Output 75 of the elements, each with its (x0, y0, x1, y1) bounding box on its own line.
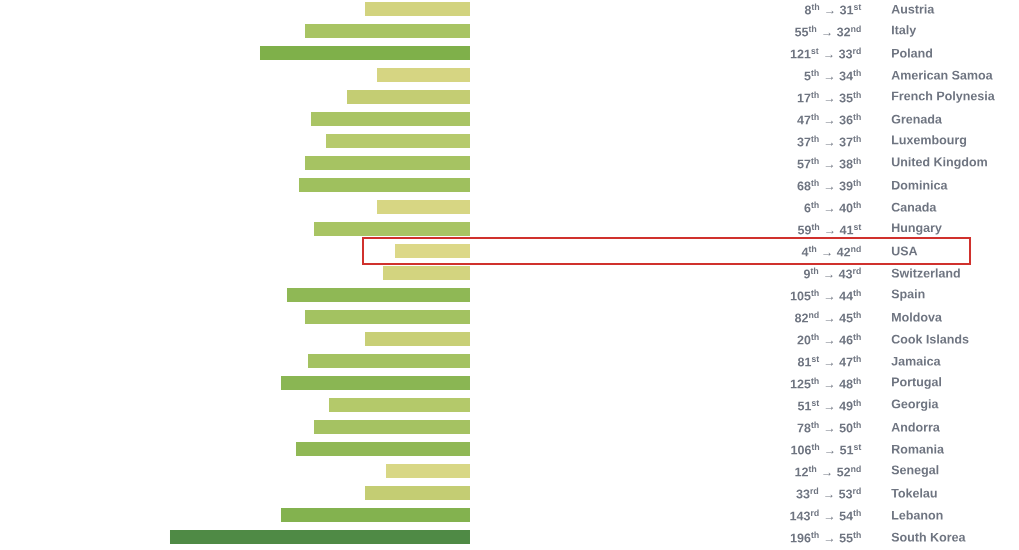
text: 57$^{th}$ → 38$^{th}$ (797, 157, 861, 169)
bar (170, 529, 470, 545)
text: 125$^{th}$ → 48$^{th}$ (790, 377, 861, 389)
text: 5$^{th}$ → 34$^{th}$ (804, 69, 861, 81)
bar (314, 221, 470, 237)
y-tick-label: Spain (891, 289, 925, 301)
bar (259, 45, 470, 61)
y-tick-label: Georgia (891, 399, 939, 411)
bar (383, 265, 470, 281)
bar (386, 463, 470, 479)
y-tick-label: Senegal (891, 465, 939, 477)
y-tick-label: American Samoa (891, 70, 993, 80)
y-tick-label: Tokelau (891, 488, 937, 498)
y-tick-label: Hungary (892, 223, 942, 235)
text: 143$^{rd}$ → 54$^{th}$ (790, 509, 861, 521)
text: 33$^{rd}$ → 53$^{rd}$ (796, 487, 861, 499)
bar (304, 23, 470, 39)
bar (304, 155, 470, 171)
y-tick-label: Dominica (892, 180, 948, 190)
text: 121$^{st}$ → 33$^{rd}$ (790, 47, 861, 59)
y-tick-label: Portugal (892, 377, 942, 389)
y-tick-label: Luxembourg (892, 135, 967, 147)
text: 6$^{th}$ → 40$^{th}$ (804, 201, 861, 213)
text: 47$^{th}$ → 36$^{th}$ (797, 113, 861, 125)
y-tick-label: USA (891, 246, 918, 256)
bar (299, 177, 470, 193)
y-tick-label: Italy (892, 25, 917, 37)
bar (365, 1, 470, 17)
text: 59$^{th}$ → 41$^{st}$ (797, 223, 862, 235)
bar (377, 67, 470, 83)
bar (296, 441, 470, 457)
text: 81$^{st}$ → 47$^{th}$ (797, 355, 861, 367)
y-tick-label: French Polynesia (892, 91, 995, 103)
text: 55$^{th}$ → 32$^{nd}$ (794, 25, 861, 37)
y-tick-label: United Kingdom (891, 157, 987, 169)
text: 17$^{th}$ → 35$^{th}$ (797, 91, 861, 103)
bar (310, 111, 470, 127)
y-tick-label: Switzerland (891, 268, 960, 278)
text: 196$^{th}$ → 55$^{th}$ (790, 531, 861, 543)
text: 12$^{th}$ → 52$^{nd}$ (795, 465, 861, 477)
bar (346, 89, 470, 105)
y-tick-label: Moldova (892, 312, 942, 322)
bar (286, 287, 470, 303)
bar (365, 331, 470, 347)
y-tick-label: Andorra (891, 422, 940, 432)
bar (377, 199, 470, 215)
y-tick-label: Canada (891, 202, 937, 212)
text: 20$^{th}$ → 46$^{th}$ (797, 333, 861, 345)
bar (280, 507, 470, 523)
text: 9$^{th}$ → 43$^{rd}$ (803, 267, 861, 279)
bar (314, 419, 470, 435)
y-tick-label: Grenada (891, 114, 942, 124)
y-tick-label: Lebanon (892, 510, 943, 520)
y-tick-label: Romania (892, 444, 945, 454)
bar (307, 353, 470, 369)
text: 37$^{th}$ → 37$^{th}$ (797, 135, 861, 147)
y-tick-label: South Korea (891, 532, 966, 542)
bar (325, 133, 470, 149)
text: 105$^{th}$ → 44$^{th}$ (790, 289, 861, 301)
y-tick-label: Jamaica (891, 356, 941, 366)
bar (394, 243, 470, 259)
y-tick-label: Cook Islands (891, 334, 969, 344)
text: 68$^{th}$ → 39$^{th}$ (797, 179, 861, 191)
text: 82$^{nd}$ → 45$^{th}$ (794, 311, 861, 323)
y-tick-label: Austria (891, 4, 935, 14)
text: 51$^{st}$ → 49$^{th}$ (797, 399, 861, 411)
bar (365, 485, 470, 501)
bar (328, 397, 470, 413)
text: 78$^{th}$ → 50$^{th}$ (797, 421, 861, 433)
text: 4$^{th}$ → 42$^{nd}$ (801, 245, 861, 257)
bar (280, 375, 470, 391)
text: 8$^{th}$ → 31$^{st}$ (804, 3, 862, 15)
bar (304, 309, 470, 325)
text: 106$^{th}$ → 51$^{st}$ (791, 443, 862, 455)
y-tick-label: Poland (892, 48, 933, 58)
